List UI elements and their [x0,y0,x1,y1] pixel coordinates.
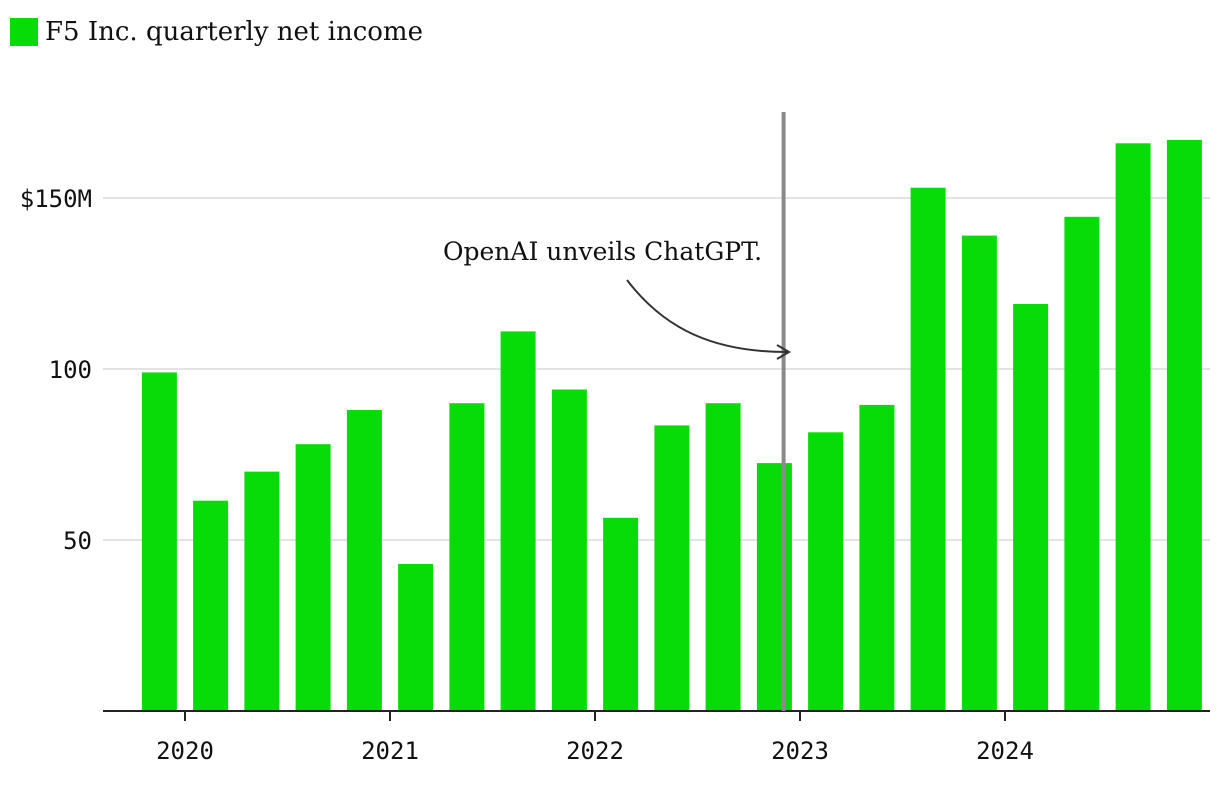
bar [193,500,229,711]
y-tick-label: $150M [20,185,92,213]
bar [244,471,280,711]
y-tick-label: 50 [63,527,92,555]
legend: F5 Inc. quarterly net income [10,17,423,47]
x-tick-label: 2022 [566,737,624,765]
bar [141,372,177,711]
bar [603,517,639,711]
y-tick-label: 100 [49,356,92,384]
bar [1064,216,1100,712]
bar [1115,143,1151,712]
x-tick-label: 2023 [771,737,829,765]
x-tick-label: 2020 [156,737,214,765]
annotation-arrowhead [776,344,791,360]
bar [551,389,587,711]
x-axis: 2020 2021 2022 2023 2024 [103,710,1210,765]
x-tick-label: 2024 [976,737,1034,765]
bar [500,331,536,711]
annotation-text: OpenAI unveils ChatGPT. [443,237,762,266]
bar [705,403,741,711]
y-axis-ticks: 50 100 $150M [20,185,92,555]
bar [398,563,434,711]
annotation-arrow [626,279,788,353]
legend-label: F5 Inc. quarterly net income [45,17,423,47]
bar [449,403,485,711]
bar [1013,304,1049,711]
event-marker: OpenAI unveils ChatGPT. [443,112,791,711]
bar [654,425,690,711]
x-tick-label: 2021 [361,737,419,765]
legend-swatch [10,18,38,46]
bar [1166,139,1202,711]
bar [808,432,844,711]
bar [756,463,792,711]
bar [295,444,331,711]
bars [141,139,1202,712]
bar [346,410,382,711]
bar [910,187,946,711]
bar [859,404,895,711]
bar [961,235,997,711]
